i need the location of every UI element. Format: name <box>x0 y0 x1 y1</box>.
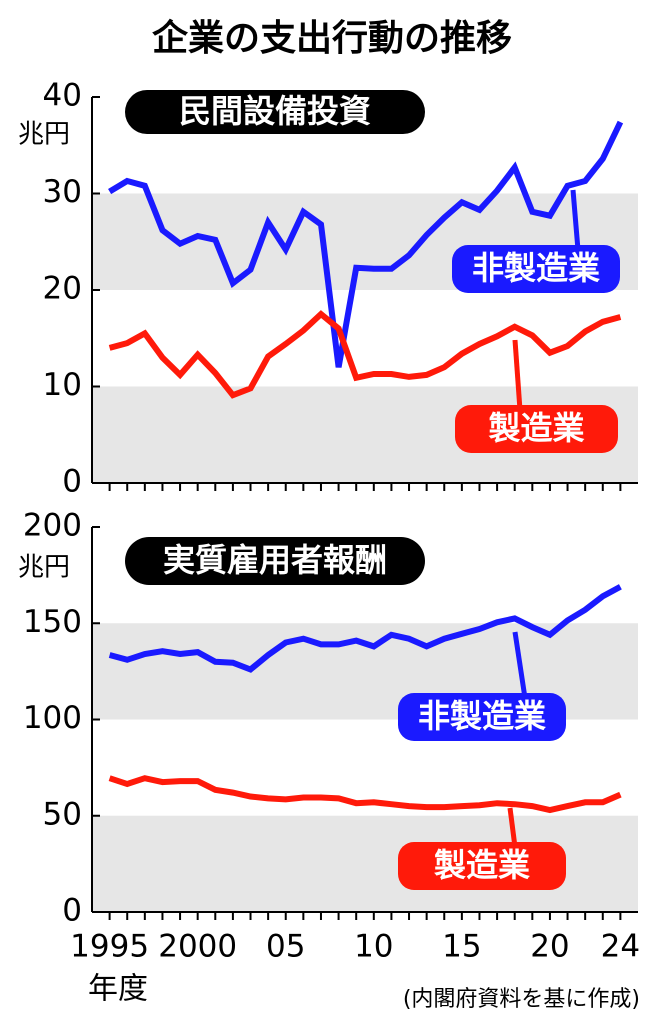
y-tick-label: 0 <box>62 464 82 500</box>
source-note: (内閣府資料を基に作成) <box>403 987 640 1012</box>
y-unit: 兆円 <box>18 120 70 150</box>
x-tick-label: 20 <box>530 929 569 965</box>
y-tick-label: 50 <box>43 796 82 832</box>
y-tick-label: 30 <box>43 174 82 210</box>
legend-box <box>398 693 566 741</box>
x-tick-label: 05 <box>266 929 305 965</box>
panel-title: 民間設備投資 <box>179 92 371 130</box>
label-leader <box>512 631 528 699</box>
y-unit: 兆円 <box>18 553 70 583</box>
series-line <box>108 310 622 399</box>
chart-title: 企業の支出行動の推移 <box>152 17 512 59</box>
legend-label: 非製造業 <box>418 697 546 735</box>
panel-title-box <box>125 537 425 585</box>
label-leader <box>570 189 581 251</box>
legend-box <box>452 245 620 293</box>
series-line <box>108 120 624 368</box>
y-tick-label: 100 <box>23 700 82 736</box>
y-tick-label: 40 <box>43 78 82 114</box>
x-tick-label: 1995 <box>70 929 149 965</box>
y-tick-label: 0 <box>62 893 82 929</box>
y-tick-label: 10 <box>43 367 82 403</box>
panel-title-box <box>125 90 425 134</box>
y-tick-label: 200 <box>23 508 82 544</box>
series-line <box>108 584 622 673</box>
legend-label: 非製造業 <box>472 249 600 287</box>
legend-box <box>398 842 566 890</box>
x-tick-label: 2000 <box>158 929 237 965</box>
x-tick-label: 15 <box>442 929 481 965</box>
x-tick-label: 24 <box>601 929 640 965</box>
label-leader <box>512 339 523 411</box>
y-tick-label: 20 <box>43 271 82 307</box>
x-axis-label: 年度 <box>88 972 148 1007</box>
x-tick-label: 10 <box>354 929 393 965</box>
legend-box <box>455 405 618 453</box>
legend-label: 製造業 <box>488 409 584 447</box>
series-line <box>108 775 622 814</box>
y-tick-label: 150 <box>23 604 82 640</box>
label-leader <box>507 807 518 848</box>
panel-title: 実質雇用者報酬 <box>163 541 387 579</box>
legend-label: 製造業 <box>434 846 530 884</box>
